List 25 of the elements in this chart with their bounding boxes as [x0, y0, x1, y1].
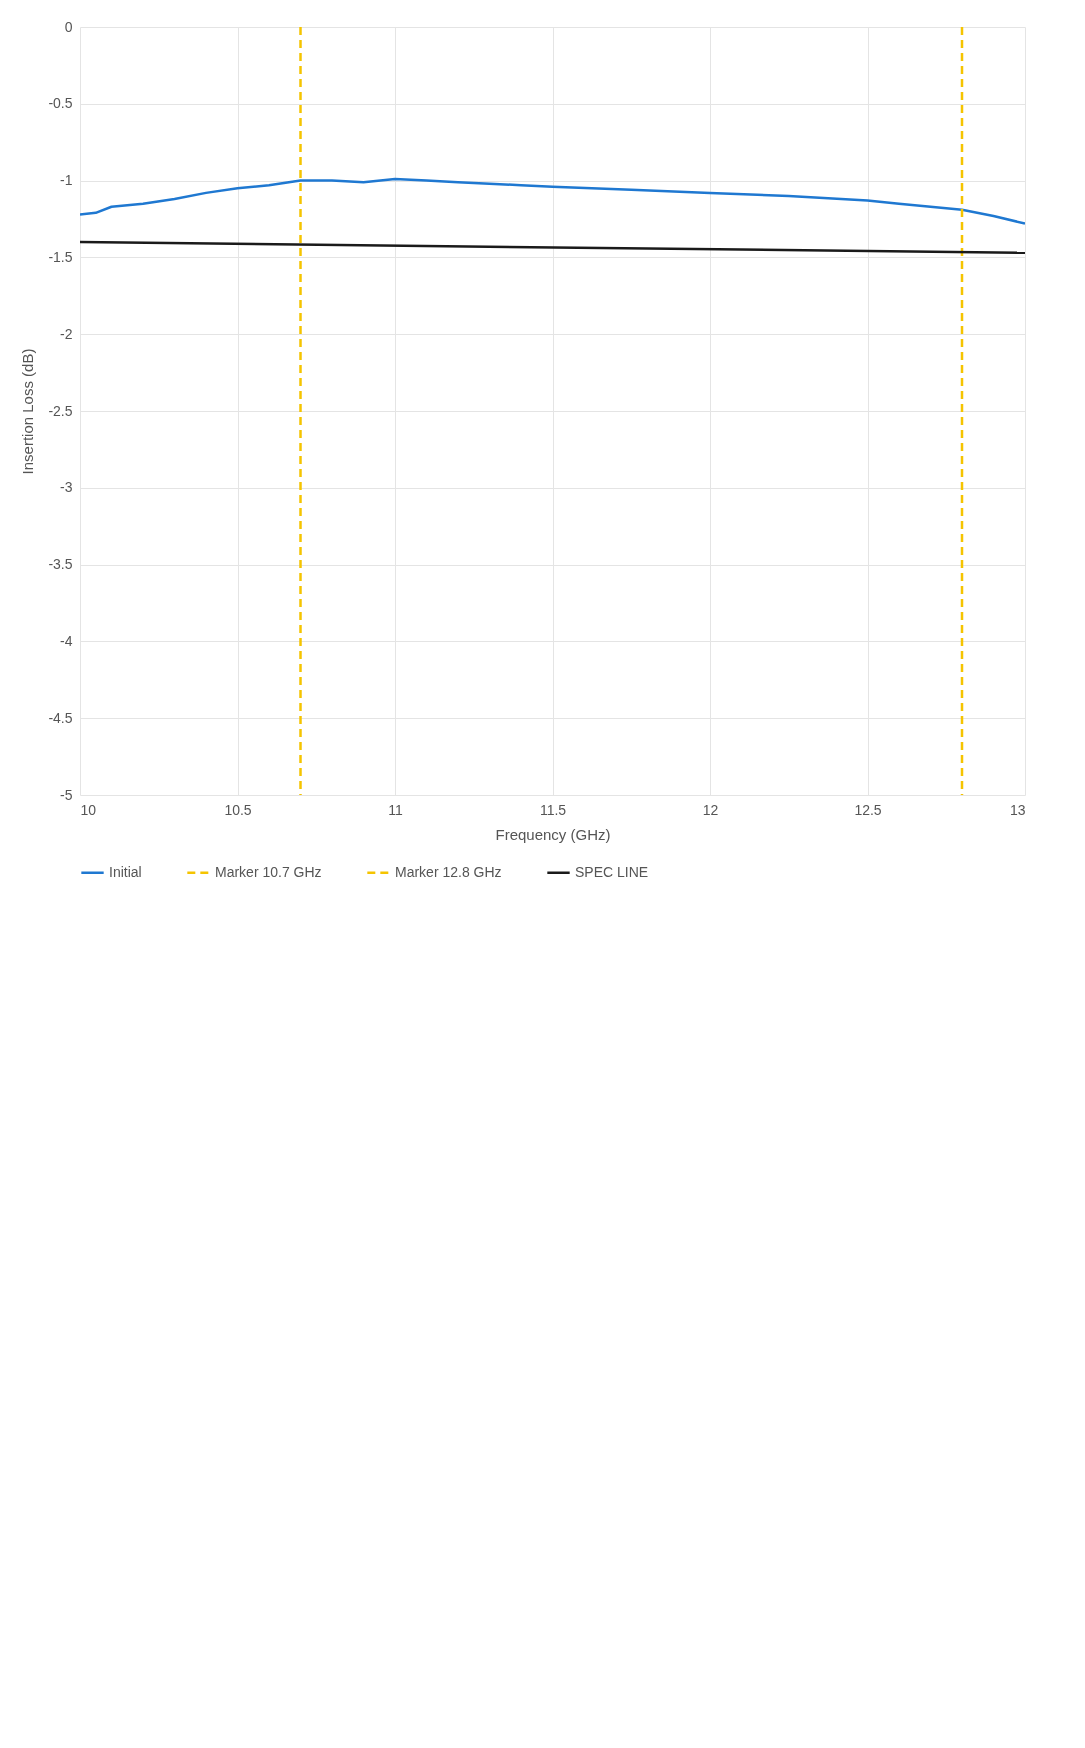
y-tick-label: 0: [64, 18, 73, 35]
y-tick-label: -2: [60, 325, 73, 342]
y-tick-label: -2.5: [48, 402, 73, 419]
y-tick-label: -4: [60, 632, 73, 649]
y-axis-title: Insertion Loss (dB): [19, 348, 37, 475]
x-axis-title: Frequency (GHz): [495, 825, 611, 843]
y-tick-label: -3.5: [48, 556, 73, 573]
x-tick-label: 11: [388, 801, 403, 818]
legend-label: SPEC LINE: [575, 863, 649, 880]
x-tick-label: 11.5: [539, 801, 567, 818]
x-tick-label: 10: [80, 801, 97, 818]
x-tick-label: 10.5: [224, 801, 252, 818]
x-tick-label: 12.5: [854, 801, 882, 818]
x-tick-label: 13: [1009, 801, 1026, 818]
line-series: [80, 177, 1025, 225]
y-tick-label: -0.5: [48, 95, 73, 112]
y-tick-label: -1.5: [48, 248, 73, 265]
y-tick-label: -5: [60, 786, 73, 803]
y-tick-label: -4.5: [48, 709, 73, 726]
legend-label: Initial: [109, 863, 142, 880]
y-tick-label: -3: [60, 479, 73, 496]
legend-label: Marker 12.8 GHz: [395, 863, 502, 880]
y-tick-label: -1: [60, 172, 73, 189]
legend-label: Marker 10.7 GHz: [215, 863, 322, 880]
x-tick-label: 12: [702, 801, 719, 818]
